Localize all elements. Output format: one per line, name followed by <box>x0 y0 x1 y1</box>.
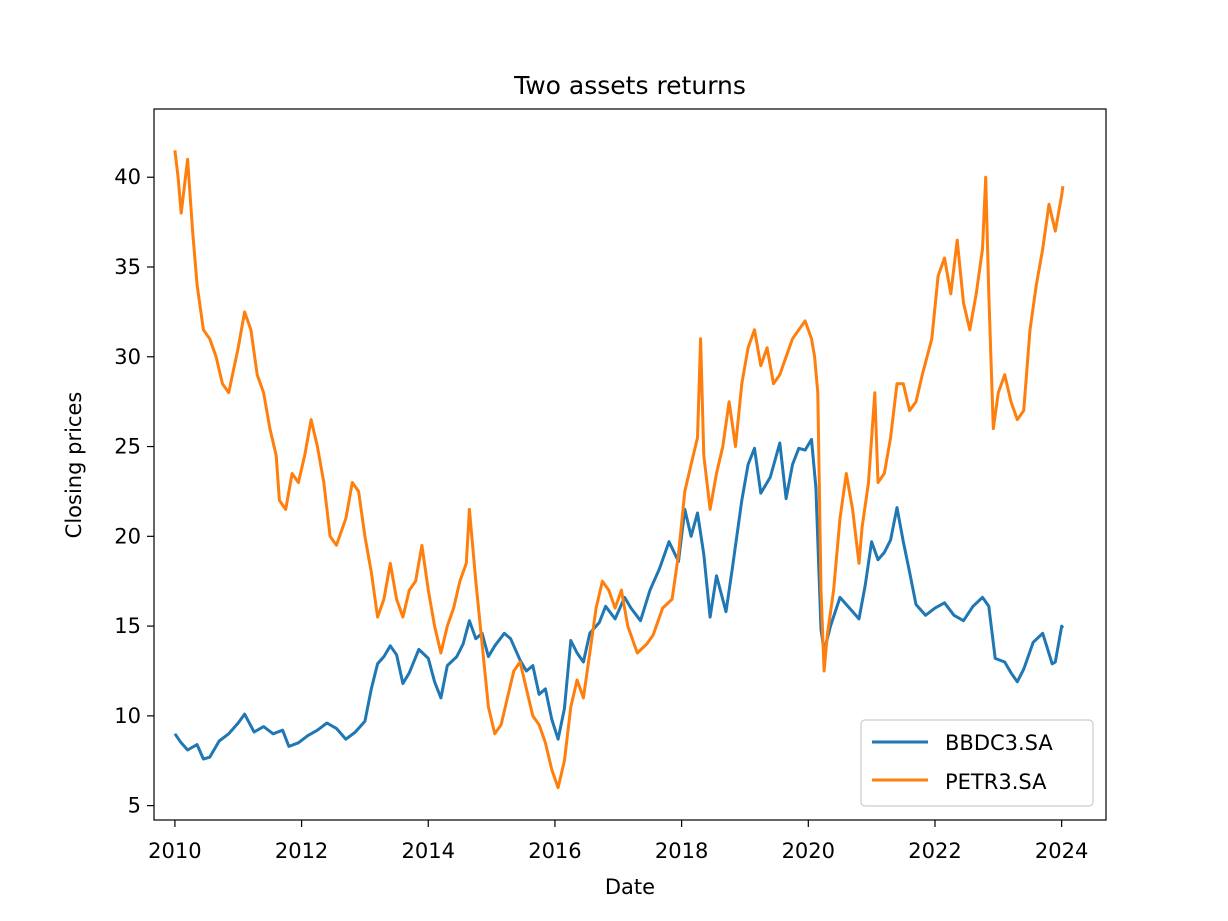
x-tick-label: 2018 <box>655 839 708 863</box>
x-tick-label: 2016 <box>528 839 581 863</box>
y-tick-label: 5 <box>128 794 141 818</box>
x-tick-label: 2020 <box>782 839 835 863</box>
plot-frame <box>153 108 1107 821</box>
y-tick-label: 25 <box>114 435 141 459</box>
y-axis-title: Closing prices <box>62 392 86 539</box>
y-tick-label: 20 <box>114 524 141 548</box>
x-tick-label: 2022 <box>908 839 961 863</box>
y-tick-label: 10 <box>114 704 141 728</box>
y-tick-label: 40 <box>114 165 141 189</box>
legend-label-bbdc3: BBDC3.SA <box>945 731 1053 755</box>
y-tick-label: 35 <box>114 255 141 279</box>
legend: BBDC3.SA PETR3.SA <box>860 719 1094 807</box>
x-tick-label: 2024 <box>1035 839 1088 863</box>
y-tick-label: 30 <box>114 345 141 369</box>
y-axis: 5 10 15 20 25 30 35 40 <box>114 165 154 818</box>
x-tick-label: 2012 <box>275 839 328 863</box>
series-line-petr3-sa <box>173 150 1065 790</box>
x-axis: 2010 2012 2014 2016 2018 2020 2022 2024 <box>148 820 1088 863</box>
legend-label-petr3: PETR3.SA <box>945 770 1047 794</box>
plot-lines <box>173 150 1065 790</box>
x-tick-label: 2010 <box>148 839 201 863</box>
chart-title: Two assets returns <box>513 71 746 100</box>
x-axis-title: Date <box>605 875 655 899</box>
y-tick-label: 15 <box>114 614 141 638</box>
series-line-bbdc3-sa <box>173 437 1065 761</box>
x-tick-label: 2014 <box>402 839 455 863</box>
